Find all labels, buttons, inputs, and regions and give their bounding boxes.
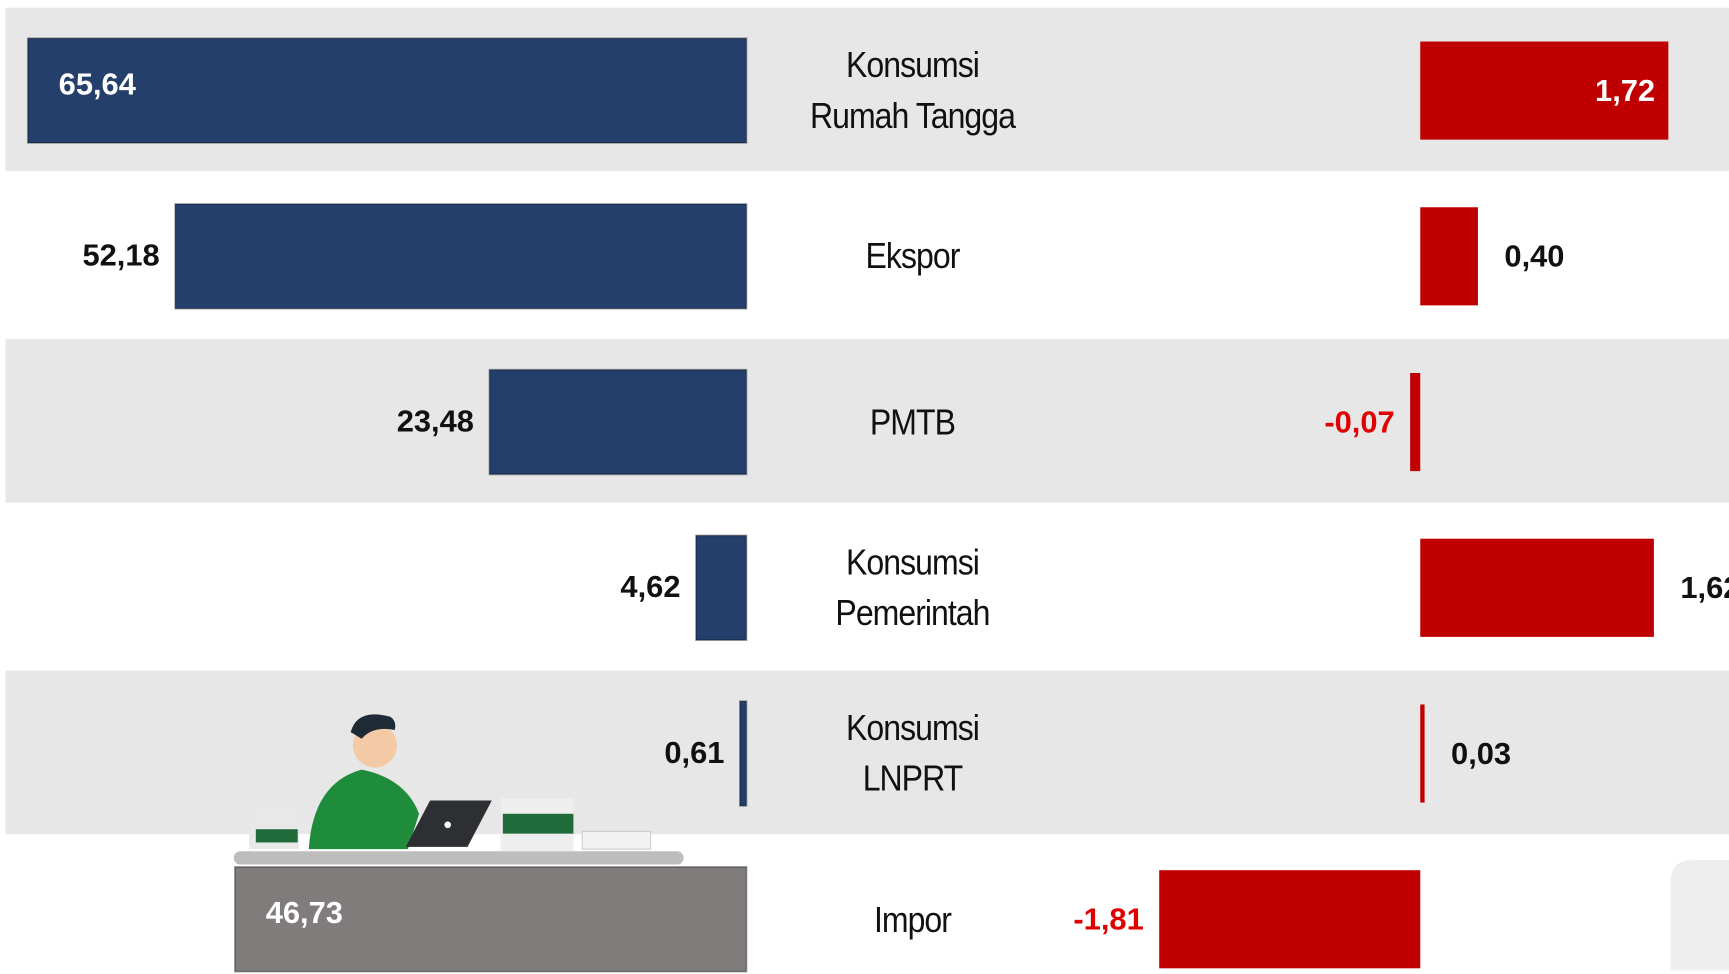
value-label: 1,62 (1680, 570, 1729, 605)
value-label: 52,18 (82, 238, 159, 273)
value-label: 0,03 (1451, 736, 1511, 771)
bar (1410, 373, 1420, 471)
category-label: PMTB (769, 397, 1055, 448)
category-label: Konsumsi Pemerintah (769, 537, 1055, 638)
folder (503, 814, 574, 834)
bar (740, 701, 747, 806)
category-label: Konsumsi LNPRT (769, 703, 1055, 804)
folder (256, 829, 298, 842)
value-label: 23,48 (397, 403, 474, 438)
bar (1420, 539, 1654, 637)
paper (582, 831, 650, 849)
value-label: 1,72 (1595, 73, 1655, 108)
bar (489, 370, 746, 475)
category-label: Impor (769, 894, 1055, 945)
value-label: 46,73 (266, 895, 343, 930)
bar (1159, 870, 1420, 968)
category-label: Konsumsi Rumah Tangga (769, 40, 1055, 141)
value-label: 0,61 (664, 735, 724, 770)
chart: 65,64 1,72 52,18 0,40 23,48 -0,07 4,62 1,62 0,61… (0, 0, 1729, 974)
value-label: -1,81 (1073, 902, 1143, 937)
value-label: 0,40 (1504, 239, 1564, 274)
stage: 65,64 1,72 52,18 0,40 23,48 -0,07 4,62 1,62 0,61… (0, 0, 1729, 973)
bar (696, 535, 747, 640)
bar (1420, 207, 1478, 305)
value-label: 65,64 (59, 66, 136, 101)
desk-top (234, 851, 684, 864)
laptop-logo (444, 821, 451, 828)
page: 65,64 1,72 52,18 0,40 23,48 -0,07 4,62 1,62 0,61… (0, 0, 1729, 973)
value-label: 4,62 (620, 569, 680, 604)
logo-fragment (1671, 860, 1729, 970)
value-label: -0,07 (1324, 404, 1394, 439)
bar (175, 204, 746, 309)
category-label: Ekspor (769, 231, 1055, 282)
bar (1420, 704, 1424, 802)
